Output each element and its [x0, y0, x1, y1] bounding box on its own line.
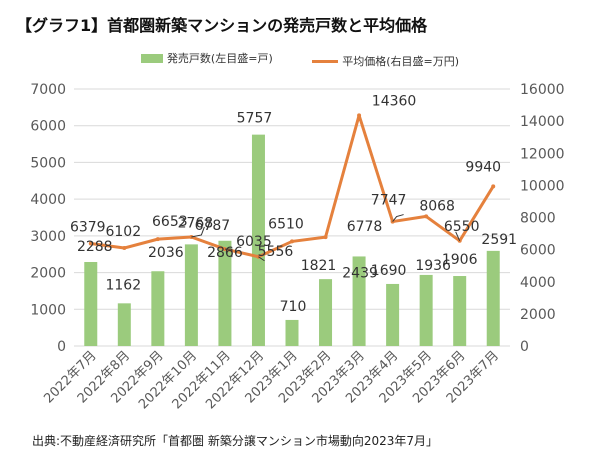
legend-item-line: 平均価格(右目盛=万円) — [312, 53, 459, 69]
bar — [386, 283, 400, 346]
legend: 発売戸数(左目盛=戸) 平均価格(右目盛=万円) — [0, 50, 600, 69]
label-leader-line — [455, 231, 461, 241]
line-point — [155, 237, 160, 242]
bar — [285, 319, 299, 346]
y-left-tick-label: 2000 — [30, 266, 66, 282]
legend-item-bar: 発売戸数(左目盛=戸) — [140, 50, 273, 66]
bar — [352, 256, 366, 346]
line-data-label: 8068 — [419, 198, 455, 214]
y-right-tick-label: 14000 — [520, 114, 565, 130]
bar-data-label: 1162 — [105, 277, 141, 293]
bar-data-label: 2288 — [77, 239, 113, 255]
y-left-tick-label: 7000 — [30, 82, 66, 98]
label-leader-line — [191, 226, 205, 238]
bar-data-label: 1936 — [415, 258, 451, 274]
bar — [117, 303, 131, 346]
bar — [184, 244, 198, 346]
bar-data-label: 710 — [280, 299, 307, 315]
line-data-label: 6035 — [236, 234, 272, 250]
y-right-tick-label: 10000 — [520, 178, 565, 194]
y-right-tick-label: 8000 — [520, 211, 556, 227]
label-leader-line — [258, 256, 265, 262]
legend-label-bar: 発売戸数(左目盛=戸) — [166, 52, 273, 65]
line-point — [424, 214, 429, 219]
line-data-label: 6102 — [105, 224, 141, 240]
label-leader-line — [224, 248, 233, 258]
line-data-label: 7747 — [371, 193, 407, 209]
legend-swatch-line — [312, 59, 339, 63]
line-data-label: 6379 — [70, 220, 106, 236]
bar — [151, 271, 165, 346]
legend-swatch-bar — [140, 53, 163, 63]
label-leader-line — [392, 214, 404, 222]
line-point — [88, 241, 93, 246]
y-left-tick-label: 1000 — [30, 302, 66, 318]
legend-label-line: 平均価格(右目盛=万円) — [342, 55, 460, 68]
chart-title: 【グラフ1】首都圏新築マンションの発売戸数と平均価格 — [16, 16, 428, 35]
bar-data-label: 2866 — [207, 245, 243, 261]
bar-data-label: 2036 — [148, 245, 184, 261]
bar — [419, 274, 433, 346]
y-left-tick-label: 4000 — [30, 192, 66, 208]
bar — [486, 250, 500, 346]
line-data-label: 6653 — [152, 214, 188, 230]
line-data-label: 9940 — [465, 159, 501, 175]
y-left-tick-label: 0 — [57, 339, 66, 355]
line-point — [357, 113, 362, 118]
bar — [218, 240, 232, 346]
line-data-label: 6550 — [444, 219, 480, 235]
line-data-label: 6787 — [195, 218, 231, 234]
y-right-tick-label: 0 — [520, 339, 529, 355]
bar-data-label: 1906 — [442, 252, 478, 268]
line-data-label: 5556 — [258, 244, 294, 260]
y-right-tick-label: 16000 — [520, 82, 565, 98]
y-left-tick-label: 6000 — [30, 119, 66, 135]
y-right-tick-label: 2000 — [520, 307, 556, 323]
y-right-tick-label: 6000 — [520, 243, 556, 259]
line-data-label: 14360 — [372, 93, 417, 109]
bar-data-label: 2591 — [481, 232, 517, 248]
y-left-tick-label: 5000 — [30, 155, 66, 171]
bar-data-label: 2439 — [342, 265, 378, 281]
line-point — [122, 245, 127, 250]
line-data-label: 6778 — [347, 219, 383, 235]
y-right-tick-label: 12000 — [520, 146, 565, 162]
bar — [319, 279, 333, 346]
line-point — [290, 239, 294, 244]
source-note: 出典:不動産経済研究所「首都圏 新築分譲マンション市場動向2023年7月」 — [32, 434, 439, 448]
bar-data-label: 1821 — [301, 258, 337, 274]
y-left-tick-label: 3000 — [30, 229, 66, 245]
line-data-label: 6510 — [268, 216, 304, 232]
line-point — [491, 184, 496, 189]
bar — [84, 261, 98, 346]
bar — [453, 276, 467, 346]
bar-data-label: 1690 — [371, 263, 407, 279]
bar-data-label: 5757 — [237, 111, 273, 127]
line-point — [323, 235, 328, 240]
y-right-tick-label: 4000 — [520, 275, 556, 291]
bar — [251, 134, 265, 346]
